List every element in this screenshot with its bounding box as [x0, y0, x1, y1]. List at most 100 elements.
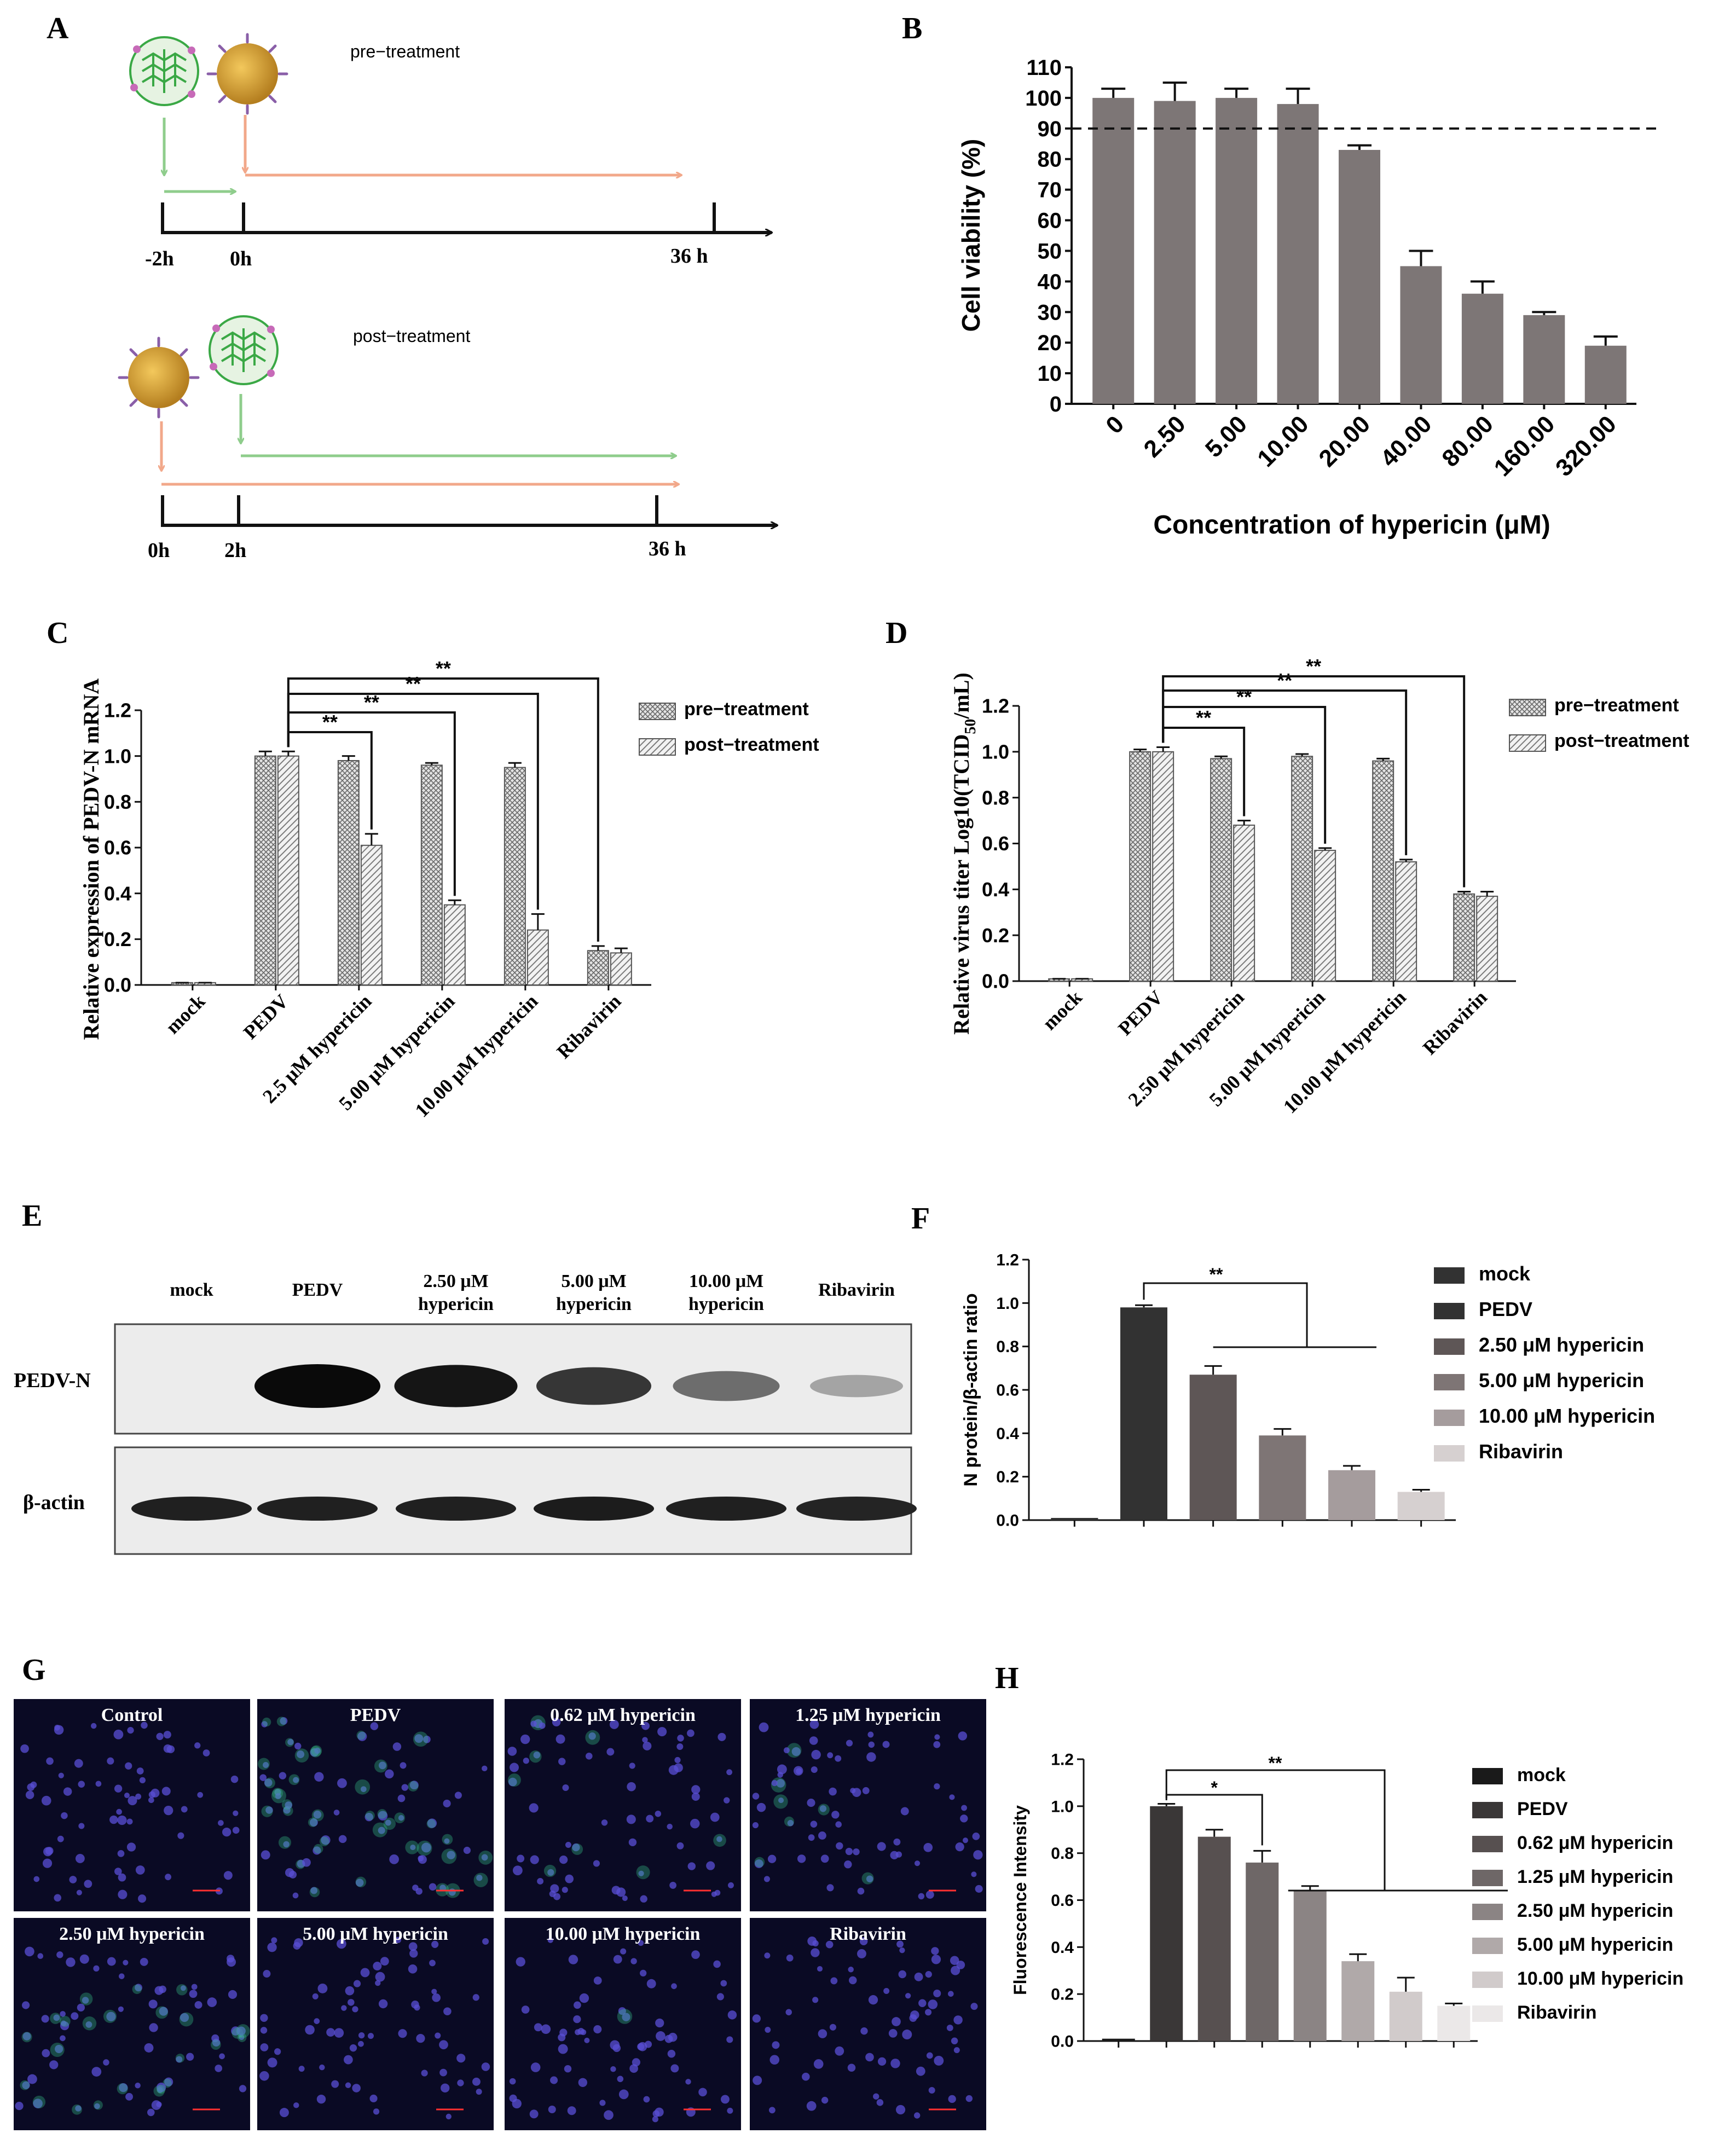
nucleus-dot: [862, 1787, 870, 1794]
nucleus-dot: [588, 1732, 596, 1740]
legend-swatch: [1472, 1836, 1503, 1852]
bar: [526, 929, 549, 985]
nucleus-dot: [765, 2027, 771, 2033]
nucleus-dot: [41, 2015, 49, 2023]
nucleus-dot: [565, 1874, 574, 1883]
nucleus-dot: [42, 2049, 50, 2057]
nucleus-dot: [427, 1818, 437, 1828]
nucleus-dot: [537, 1877, 544, 1885]
nucleus-dot: [400, 1762, 407, 1769]
nucleus-dot: [314, 1772, 324, 1782]
nucleus-dot: [898, 1970, 907, 1979]
nucleus-dot: [778, 1798, 784, 1804]
nucleus-dot: [616, 1887, 626, 1897]
nucleus-dot: [807, 1937, 817, 1946]
bar: [1051, 1518, 1098, 1520]
bar: [504, 767, 526, 986]
nucleus-dot: [232, 1827, 240, 1834]
nucleus-dot: [180, 1985, 186, 1991]
nucleus-dot: [674, 1756, 681, 1764]
nucleus-dot: [533, 1752, 541, 1759]
viral-signal: [179, 2012, 194, 2027]
nucleus-dot: [646, 1814, 654, 1823]
nucleus-dot: [267, 1943, 277, 1952]
nucleus-dot: [825, 1940, 834, 1949]
viral-signal: [365, 1811, 375, 1821]
nucleus-dot: [37, 1953, 44, 1960]
nucleus-dot: [194, 1742, 201, 1749]
lane-label: Ribavirin: [818, 1280, 895, 1300]
nucleus-dot: [677, 1735, 684, 1742]
nucleus-dot: [85, 2021, 92, 2028]
nucleus-dot: [934, 1734, 940, 1740]
nucleus-dot: [435, 2032, 441, 2039]
panel-letter-f: F: [911, 1202, 930, 1236]
nucleus-dot: [555, 1734, 565, 1744]
graphene-icon: [129, 36, 199, 106]
nucleus-dot: [786, 1954, 794, 1962]
nucleus-dot: [574, 2001, 581, 2009]
nucleus-dot: [866, 1875, 873, 1882]
nucleus-dot: [293, 2102, 299, 2108]
nucleus-dot: [71, 2012, 79, 2020]
legend-swatch: [1434, 1374, 1465, 1390]
nucleus-dot: [835, 1755, 842, 1762]
significance-label: **: [1269, 1753, 1282, 1773]
nucleus-dot: [759, 1722, 769, 1732]
y-tick-label: 1.0: [982, 740, 1009, 763]
x-tick-label: 20.00: [1314, 410, 1376, 472]
nucleus-dot: [521, 2005, 530, 2014]
y-tick-label: 0.4: [996, 1425, 1019, 1443]
nucleus-dot: [950, 1956, 959, 1966]
y-tick-label: 0.0: [104, 974, 131, 996]
nucleus-dot: [429, 1883, 437, 1891]
nucleus-dot: [263, 1970, 271, 1978]
pre-tick-end: 36 h: [670, 245, 708, 268]
y-tick-label: 40: [1038, 270, 1062, 294]
nucleus-dot: [380, 1957, 389, 1966]
nucleus-dot: [567, 2106, 576, 2115]
viral-signal: [271, 1788, 286, 1804]
nucleus-dot: [423, 1736, 431, 1743]
virus-icon: [206, 33, 288, 115]
row-label: β-actin: [23, 1491, 85, 1514]
legend-swatch: [1472, 1870, 1503, 1886]
viral-signal: [319, 1836, 329, 1846]
nucleus-dot: [905, 1993, 911, 1999]
bar: [1210, 758, 1232, 982]
chart-b-cell-viability: 0 10 20 30 40 50 60 70 80 90 100 110 Cell viability …: [957, 56, 1661, 540]
membrane-beta-actin: [114, 1446, 912, 1555]
blot-band: [394, 1365, 518, 1407]
y-tick-label: 0.6: [982, 832, 1009, 855]
nucleus-dot: [642, 1737, 648, 1743]
nucleus-dot: [690, 1818, 700, 1829]
nucleus-dot: [670, 2064, 679, 2073]
nucleus-dot: [352, 2006, 358, 2013]
nucleus-dot: [186, 2053, 194, 2061]
bar: [1259, 1435, 1306, 1520]
bar: [1584, 345, 1627, 404]
row-label: PEDV-N: [14, 1369, 91, 1392]
nucleus-dot: [20, 1744, 29, 1753]
nucleus-dot: [416, 2034, 425, 2043]
nucleus-dot: [90, 1723, 97, 1729]
bar: [1523, 315, 1565, 404]
lane-label: PEDV: [292, 1280, 343, 1300]
viral-signal: [313, 1843, 323, 1854]
y-tick-label: 1.0: [996, 1295, 1019, 1313]
nucleus-dot: [412, 1885, 419, 1891]
panel-letter-c: C: [47, 616, 68, 650]
y-tick-label: 60: [1038, 209, 1062, 233]
viral-signal: [543, 1864, 557, 1877]
nucleus-dot: [852, 1788, 861, 1797]
nucleus-dot: [287, 1738, 294, 1746]
nucleus-dot: [714, 1889, 721, 1896]
nucleus-dot: [126, 1818, 133, 1825]
viral-signal: [132, 1984, 142, 1995]
nucleus-dot: [925, 2009, 932, 2016]
nucleus-dot: [410, 1845, 416, 1851]
nucleus-dot: [294, 1742, 302, 1750]
viral-signal: [441, 1848, 457, 1864]
viral-signal: [82, 2016, 97, 2031]
